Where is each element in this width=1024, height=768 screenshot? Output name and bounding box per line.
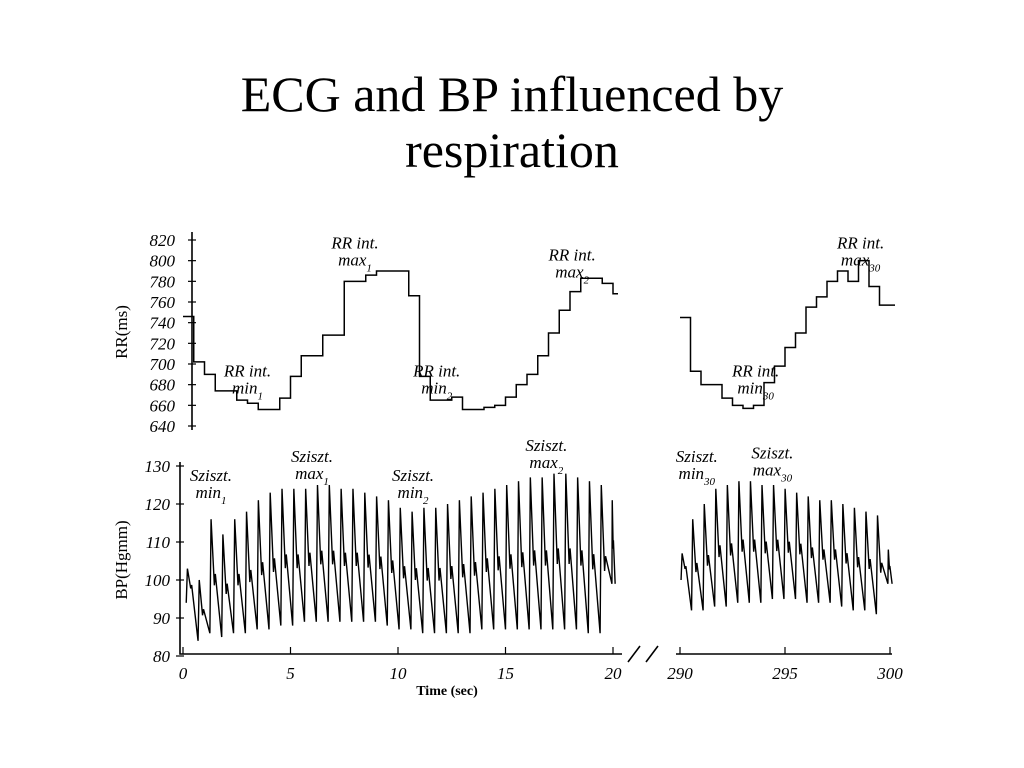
rr-annotation-min-1-subscript: 1 (258, 390, 264, 402)
title-line-1: ECG and BP influenced by (240, 66, 784, 122)
x-tick-label: 15 (497, 664, 514, 683)
bp-annotation-min-30-line1: Sziszt. (676, 447, 718, 466)
bp-annotation-max-1-line1: Sziszt. (291, 447, 333, 466)
bp-series-1 (185, 473, 616, 641)
rr-annotation-min-2-line2: min2 (421, 378, 453, 402)
x-tick-label: 300 (876, 664, 903, 683)
x-tick-label: 295 (772, 664, 798, 683)
rr-tick-label: 780 (150, 272, 176, 291)
rr-tick-label: 640 (150, 417, 176, 436)
rr-tick-label: 820 (150, 231, 176, 250)
rr-tick-label: 700 (150, 355, 176, 374)
bp-annotation-max-1-line2: max1 (295, 464, 329, 488)
bp-tick-label: 90 (153, 609, 171, 628)
bp-axis-label: BP(Hgmm) (112, 520, 131, 599)
rr-annotation-max-1-line1: RR int. (330, 233, 378, 252)
rr-series-2 (680, 259, 895, 410)
rr-axis-label: RR(ms) (112, 305, 131, 359)
chart-layer: 8208007807607407207006806606401301201101… (145, 231, 904, 683)
rr-tick-label: 720 (150, 334, 176, 353)
bp-series-2 (680, 481, 893, 615)
rr-series-1 (183, 270, 618, 411)
rr-annotation-max-1-line2: max1 (338, 250, 372, 274)
rr-annotation-min-2-subscript: 2 (447, 390, 453, 402)
bp-annotation-min-1-line2: min1 (195, 483, 226, 507)
bp-annotation-min-30-line2: min30 (679, 464, 716, 488)
x-tick-label: 0 (179, 664, 188, 683)
slide-title: ECG and BP influenced by respiration (0, 66, 1024, 178)
bp-annotation-max-2-line1: Sziszt. (525, 436, 567, 455)
rr-annotation-max-30-subscript: 30 (868, 262, 881, 274)
bp-annotation-max-30-line2: max30 (753, 460, 793, 484)
bp-annotation-min-2-subscript: 2 (423, 495, 429, 507)
rr-annotation-min-2-line1: RR int. (412, 361, 460, 380)
bp-annotation-max-2-subscript: 2 (558, 465, 564, 477)
bp-tick-label: 80 (153, 647, 171, 666)
bp-annotation-min-1-subscript: 1 (221, 495, 227, 507)
rr-annotation-min-30-subscript: 30 (762, 390, 775, 402)
rr-annotation-max-2-subscript: 2 (584, 275, 590, 287)
bp-axis-line-left (179, 462, 622, 655)
bp-tick-label: 130 (145, 457, 171, 476)
bp-annotation-max-30-subscript: 30 (780, 472, 793, 484)
x-tick-label: 5 (286, 664, 295, 683)
title-line-2: respiration (405, 122, 619, 178)
rr-annotation-max-2-line1: RR int. (548, 246, 596, 265)
rr-tick-label: 740 (150, 314, 176, 333)
rr-annotation-max-1-subscript: 1 (366, 262, 372, 274)
bp-tick-label: 120 (145, 495, 171, 514)
rr-tick-label: 760 (150, 293, 176, 312)
bp-annotation-max-30-line1: Sziszt. (751, 443, 793, 462)
bp-annotation-max-1-subscript: 1 (323, 476, 329, 488)
bp-tick-label: 110 (146, 533, 171, 552)
x-axis-title: Time (sec) (416, 684, 478, 699)
bp-annotation-max-2-line2: max2 (529, 453, 563, 477)
bp-annotation-min-2-line2: min2 (398, 483, 430, 507)
rr-annotation-min-1-line1: RR int. (223, 361, 271, 380)
x-tick-label: 290 (667, 664, 693, 683)
rr-tick-label: 660 (150, 396, 176, 415)
bp-tick-label: 100 (145, 571, 171, 590)
x-tick-label: 20 (605, 664, 623, 683)
bp-annotation-min-1-line1: Sziszt. (190, 466, 232, 485)
rr-tick-label: 800 (150, 252, 176, 271)
rr-annotation-max-30-line1: RR int. (836, 233, 884, 252)
bp-annotation-min-2-line1: Sziszt. (392, 466, 434, 485)
bp-annotation-min-30-subscript: 30 (703, 476, 716, 488)
rr-annotation-min-30-line1: RR int. (731, 361, 779, 380)
rr-annotation-max-2-line2: max2 (555, 263, 589, 287)
axis-break-mark (627, 645, 659, 663)
rr-tick-label: 680 (150, 376, 176, 395)
x-tick-label: 10 (390, 664, 408, 683)
